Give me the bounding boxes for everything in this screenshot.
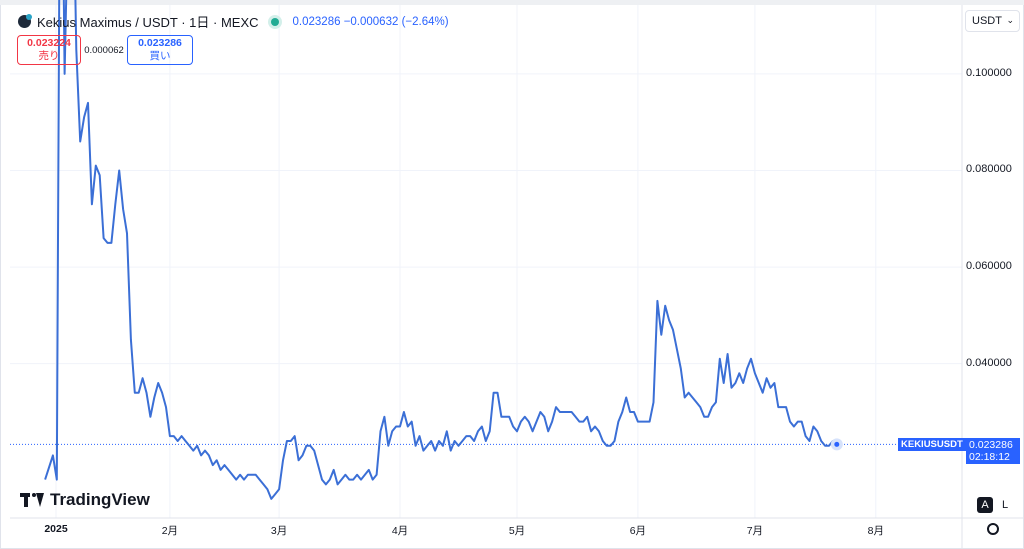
- series-layer: [10, 0, 962, 500]
- symbol-legend[interactable]: Kekius Maximus / USDT · 1日 · MEXC 0.0232…: [18, 12, 449, 31]
- symbol-price-tag: KEKIUSUSDT: [898, 438, 966, 451]
- sell-price: 0.023224: [27, 37, 71, 49]
- x-tick-label: 3月: [270, 525, 288, 537]
- spread-value: 0.000062: [84, 44, 124, 56]
- top-bar: [0, 0, 1024, 5]
- brand-name: TradingView: [50, 490, 150, 509]
- buy-button[interactable]: 0.023286 買い: [127, 35, 193, 65]
- x-tick-label: 7月: [746, 525, 764, 537]
- coin-icon: [18, 14, 32, 28]
- chevron-down-icon: ⌄: [1006, 15, 1014, 25]
- last-price: 0.023286: [969, 439, 1013, 451]
- currency-label: USDT: [972, 15, 1002, 27]
- currency-selector[interactable]: USDT ⌄: [965, 10, 1020, 32]
- symbol-title: Kekius Maximus / USDT · 1日 · MEXC: [37, 15, 259, 30]
- trade-panel: 0.023224 売り 0.000062 0.023286 買い: [17, 35, 193, 65]
- last-price-tag: 0.023286 02:18:12: [966, 438, 1020, 464]
- price-line: [44, 0, 838, 500]
- sell-label: 売り: [38, 50, 60, 62]
- buy-price: 0.023286: [138, 37, 182, 49]
- tradingview-logo[interactable]: TradingView: [20, 490, 150, 510]
- axes: [10, 5, 1024, 549]
- legend-value: 0.023286 −0.000632 (−2.64%): [292, 15, 449, 28]
- log-scale-button[interactable]: L: [1001, 499, 1009, 511]
- x-tick-label: 2月: [161, 525, 179, 537]
- y-tick-label: 0.100000: [966, 66, 1012, 79]
- y-tick-label: 0.080000: [966, 163, 1012, 176]
- live-status-icon: [270, 17, 279, 26]
- x-tick-label: 8月: [867, 525, 884, 537]
- last-point-marker: [834, 441, 840, 447]
- tradingview-logo-icon: [20, 493, 44, 507]
- y-tick-label: 0.040000: [966, 356, 1012, 369]
- buy-label: 買い: [149, 50, 171, 62]
- settings-gear-icon[interactable]: [987, 523, 999, 535]
- y-tick-label: 0.060000: [966, 260, 1012, 273]
- x-tick-label: 4月: [391, 525, 409, 537]
- x-tick-label: 5月: [508, 525, 526, 537]
- sell-button[interactable]: 0.023224 売り: [17, 35, 81, 65]
- auto-scale-button[interactable]: A: [977, 497, 993, 513]
- bar-countdown: 02:18:12: [969, 451, 1010, 463]
- grid: [10, 5, 962, 518]
- x-tick-label: 2025: [44, 523, 68, 535]
- x-tick-label: 6月: [629, 525, 647, 537]
